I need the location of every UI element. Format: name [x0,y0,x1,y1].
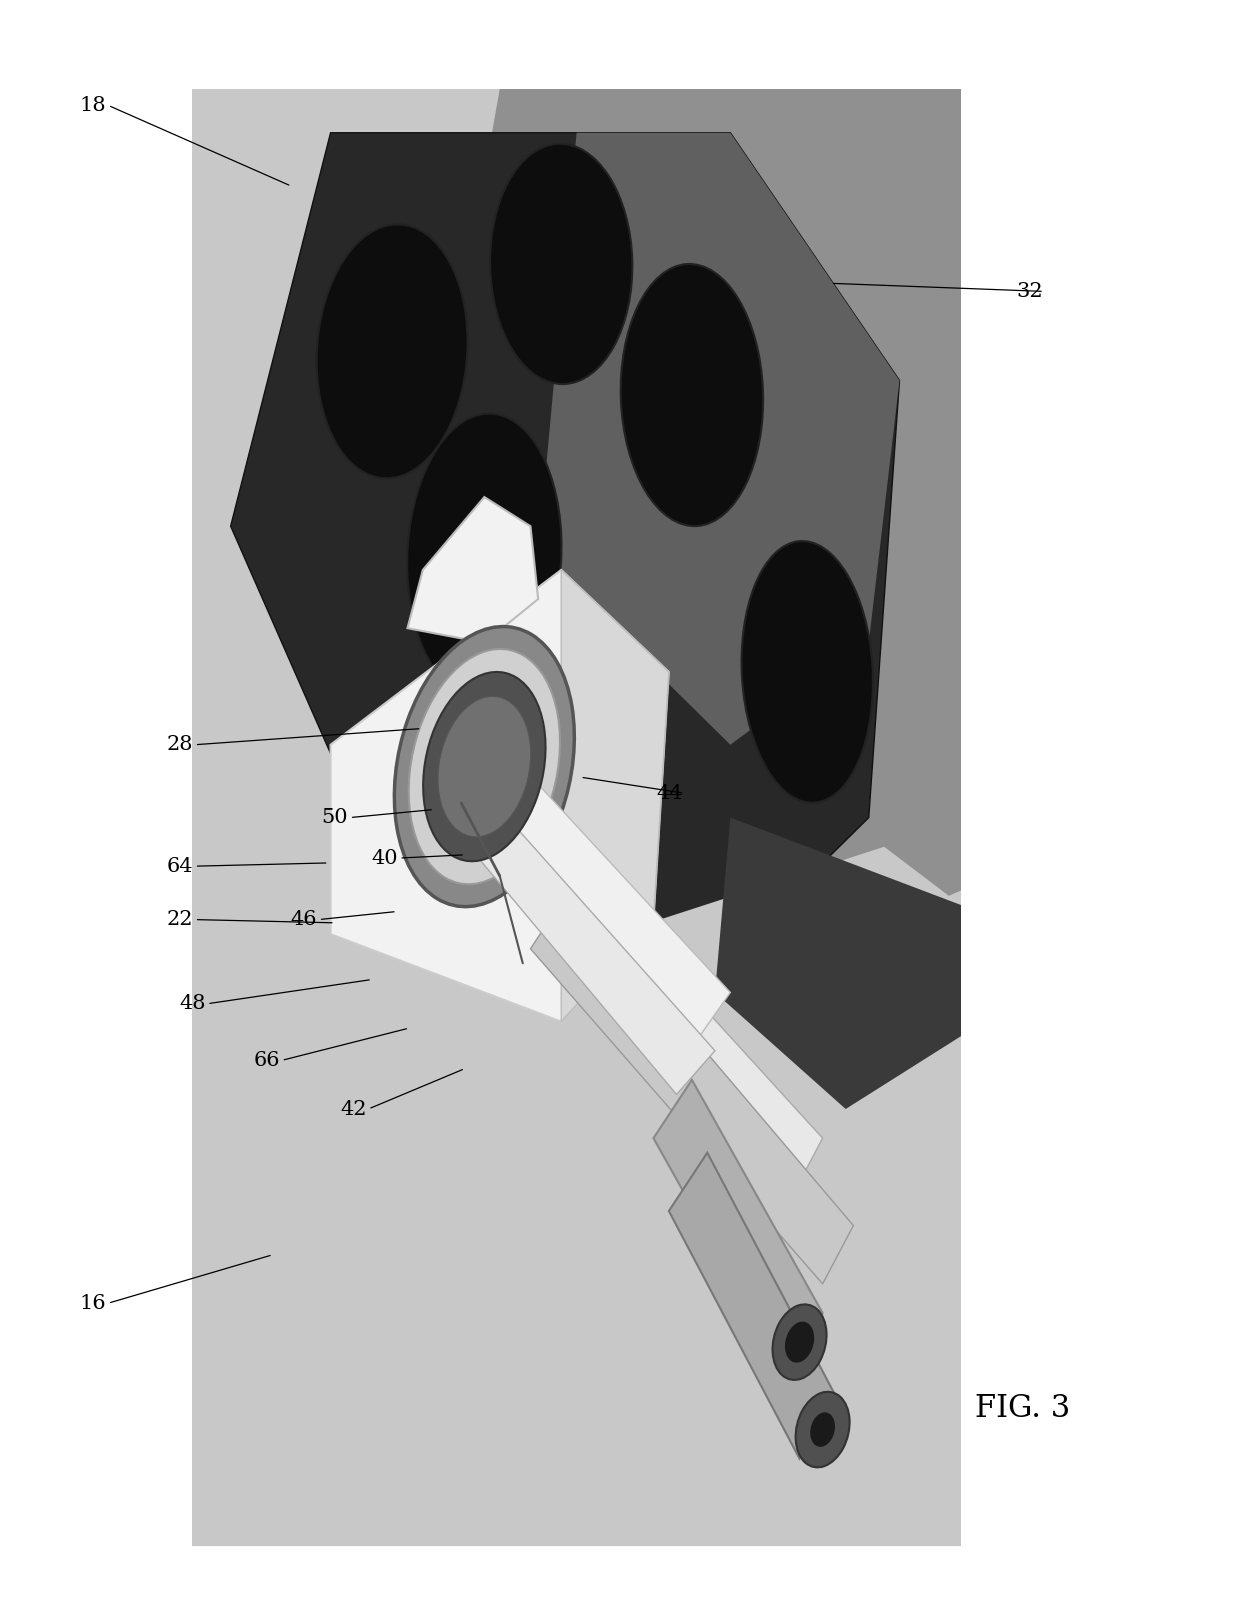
Polygon shape [500,818,822,1196]
Ellipse shape [490,144,632,384]
Polygon shape [653,1080,822,1371]
Ellipse shape [409,649,560,884]
Text: 48: 48 [179,994,206,1013]
Ellipse shape [785,1321,815,1363]
Ellipse shape [423,672,546,861]
Ellipse shape [316,225,467,478]
Text: 64: 64 [166,856,193,876]
Bar [192,89,961,1546]
Ellipse shape [621,264,763,526]
Polygon shape [538,133,899,745]
Polygon shape [531,890,853,1284]
Ellipse shape [394,627,574,907]
Text: FIG. 3: FIG. 3 [976,1392,1070,1425]
Ellipse shape [754,861,831,1007]
Polygon shape [469,818,715,1094]
Text: 66: 66 [253,1051,280,1070]
Polygon shape [192,788,961,1546]
Text: 46: 46 [290,910,317,929]
Ellipse shape [773,1305,827,1379]
Text: 28: 28 [166,735,193,754]
Text: 32: 32 [1016,282,1043,301]
Polygon shape [668,1153,838,1459]
Text: 18: 18 [79,96,107,115]
Ellipse shape [810,1412,835,1447]
Ellipse shape [407,413,562,698]
Text: 40: 40 [371,848,398,868]
Text: 44: 44 [656,784,683,803]
Text: 50: 50 [321,808,348,827]
Polygon shape [715,818,961,1109]
Polygon shape [331,570,668,1022]
Ellipse shape [796,1392,849,1467]
Text: 16: 16 [79,1294,107,1313]
Polygon shape [408,497,538,643]
Polygon shape [231,133,899,992]
Polygon shape [562,570,668,1022]
Ellipse shape [742,541,873,803]
Ellipse shape [438,696,531,837]
Polygon shape [476,759,730,1036]
Text: 42: 42 [340,1099,367,1119]
Polygon shape [423,89,961,992]
Text: 22: 22 [166,910,193,929]
